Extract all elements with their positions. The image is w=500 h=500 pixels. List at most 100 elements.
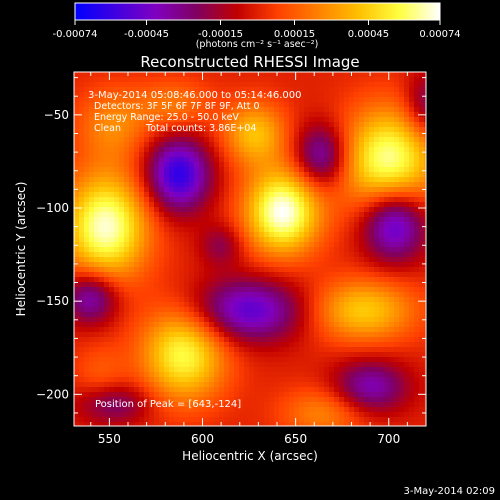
heatmap-cell	[154, 287, 160, 293]
heatmap-cell	[404, 207, 410, 213]
heatmap-cell	[184, 352, 190, 358]
heatmap-cell	[329, 227, 335, 233]
heatmap-cell	[99, 327, 105, 333]
heatmap-cell	[419, 407, 425, 413]
heatmap-cell	[139, 412, 145, 418]
heatmap-cell	[159, 382, 165, 388]
heatmap-cell	[394, 107, 400, 113]
heatmap-cell	[289, 267, 295, 273]
heatmap-cell	[169, 137, 175, 143]
heatmap-cell	[174, 92, 180, 98]
heatmap-cell	[309, 192, 315, 198]
heatmap-cell	[124, 332, 130, 338]
heatmap-cell	[324, 407, 330, 413]
heatmap-cell	[234, 352, 240, 358]
heatmap-cell	[129, 72, 135, 78]
heatmap-cell	[139, 107, 145, 113]
heatmap-cell	[269, 402, 275, 408]
heatmap-cell	[329, 222, 335, 228]
heatmap-cell	[129, 142, 135, 148]
heatmap-cell	[274, 142, 280, 148]
heatmap-cell	[244, 292, 250, 298]
heatmap-cell	[389, 187, 395, 193]
heatmap-cell	[79, 317, 85, 323]
heatmap-cell	[289, 227, 295, 233]
heatmap-cell	[74, 167, 80, 173]
heatmap-cell	[104, 412, 110, 418]
heatmap-cell	[79, 282, 85, 288]
heatmap-cell	[119, 152, 125, 158]
heatmap-cell	[354, 102, 360, 108]
heatmap-cell	[289, 132, 295, 138]
heatmap-cell	[239, 417, 245, 423]
heatmap-cell	[299, 187, 305, 193]
heatmap-cell	[374, 382, 380, 388]
heatmap-cell	[389, 382, 395, 388]
heatmap-cell	[124, 347, 130, 353]
heatmap-cell	[119, 102, 125, 108]
heatmap-cell	[349, 142, 355, 148]
heatmap-cell	[344, 372, 350, 378]
heatmap-cell	[109, 417, 115, 423]
heatmap-cell	[414, 372, 420, 378]
heatmap-cell	[234, 332, 240, 338]
heatmap-cell	[264, 127, 270, 133]
heatmap-cell	[79, 142, 85, 148]
heatmap-cell	[329, 337, 335, 343]
heatmap-cell	[294, 137, 300, 143]
heatmap-cell	[79, 232, 85, 238]
heatmap-cell	[249, 192, 255, 198]
heatmap-cell	[204, 307, 210, 313]
heatmap-cell	[379, 127, 385, 133]
heatmap-cell	[364, 222, 370, 228]
heatmap-cell	[289, 367, 295, 373]
heatmap-cell	[214, 332, 220, 338]
heatmap-cell	[344, 322, 350, 328]
heatmap-cell	[419, 412, 425, 418]
heatmap-cell	[229, 277, 235, 283]
heatmap-cell	[144, 327, 150, 333]
heatmap-cell	[424, 282, 427, 288]
heatmap-cell	[284, 117, 290, 123]
heatmap-cell	[339, 267, 345, 273]
heatmap-cell	[234, 392, 240, 398]
heatmap-cell	[374, 367, 380, 373]
heatmap-cell	[189, 302, 195, 308]
heatmap-cell	[209, 217, 215, 223]
heatmap-cell	[114, 377, 120, 383]
heatmap-cell	[309, 182, 315, 188]
heatmap-cell	[144, 272, 150, 278]
heatmap-cell	[89, 367, 95, 373]
heatmap-cell	[129, 127, 135, 133]
heatmap-cell	[419, 207, 425, 213]
heatmap-cell	[409, 312, 415, 318]
heatmap-cell	[229, 117, 235, 123]
heatmap-cell	[364, 347, 370, 353]
heatmap-cell	[304, 302, 310, 308]
colorbar-unit-label: (photons cm⁻² s⁻¹ asec⁻²)	[196, 39, 319, 50]
heatmap-cell	[384, 242, 390, 248]
heatmap-cell	[134, 202, 140, 208]
heatmap-cell	[414, 157, 420, 163]
heatmap-cell	[159, 167, 165, 173]
heatmap-cell	[424, 247, 427, 253]
heatmap-cell	[159, 117, 165, 123]
heatmap-cell	[249, 312, 255, 318]
heatmap-cell	[279, 337, 285, 343]
heatmap-cell	[274, 127, 280, 133]
heatmap-cell	[229, 347, 235, 353]
heatmap-cell	[399, 112, 405, 118]
heatmap-cell	[204, 147, 210, 153]
heatmap-cell	[234, 412, 240, 418]
heatmap-cell	[124, 132, 130, 138]
heatmap-cell	[284, 347, 290, 353]
heatmap-cell	[349, 397, 355, 403]
heatmap-cell	[269, 262, 275, 268]
heatmap-cell	[304, 342, 310, 348]
heatmap-cell	[339, 382, 345, 388]
heatmap-cell	[184, 152, 190, 158]
heatmap-cell	[124, 197, 130, 203]
heatmap-cell	[194, 277, 200, 283]
heatmap-cell	[414, 332, 420, 338]
heatmap-cell	[169, 182, 175, 188]
